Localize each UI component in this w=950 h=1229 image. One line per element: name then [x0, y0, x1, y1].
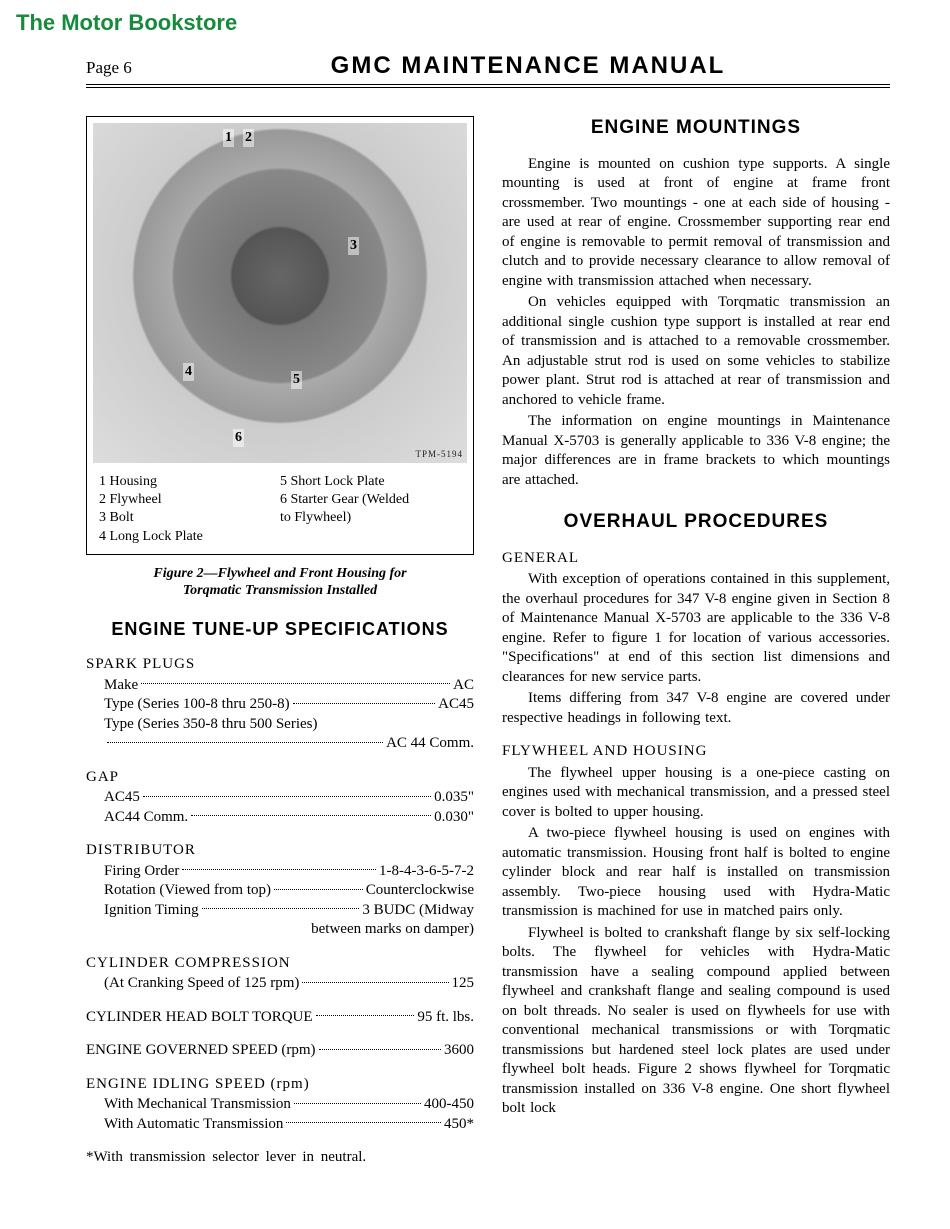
engine-mountings-heading: ENGINE MOUNTINGS: [502, 116, 890, 141]
spec-group: DISTRIBUTORFiring Order1-8-4-3-6-5-7-2Ro…: [86, 841, 474, 940]
figure-caption: Figure 2—Flywheel and Front Housing for …: [86, 565, 474, 600]
paragraph: With exception of operations contained i…: [502, 570, 890, 687]
spec-line: AC44 Comm.0.030": [86, 808, 474, 828]
legend-item: 6 Starter Gear (Welded: [280, 491, 461, 509]
legend-item: 5 Short Lock Plate: [280, 473, 461, 491]
paragraph: Flywheel is bolted to crankshaft flange …: [502, 924, 890, 1119]
paragraph: Engine is mounted on cushion type suppor…: [502, 155, 890, 292]
callout-1: 1: [223, 129, 234, 147]
callout-2: 2: [243, 129, 254, 147]
figure-2-box: TPM-5194 12 3 4 5 6 1 Housing2 Flywheel3 Bol…: [86, 116, 474, 555]
legend-item: 4 Long Lock Plate: [99, 528, 280, 546]
legend-item: 1 Housing: [99, 473, 280, 491]
callout-5: 5: [291, 371, 302, 389]
flywheel-image: TPM-5194 12 3 4 5 6: [93, 123, 467, 463]
spec-line: AC450.035": [86, 788, 474, 808]
figure-code: TPM-5194: [415, 449, 463, 461]
paragraph: The flywheel upper housing is a one-piec…: [502, 764, 890, 823]
paragraph: The information on engine mountings in M…: [502, 412, 890, 490]
specs-footnote: *With transmission selector lever in neu…: [86, 1148, 474, 1168]
spec-group: CYLINDER COMPRESSION(At Cranking Speed o…: [86, 954, 474, 994]
spec-group: ENGINE GOVERNED SPEED (rpm)3600: [86, 1041, 474, 1061]
flywheel-subhead: FLYWHEEL AND HOUSING: [502, 742, 890, 762]
spec-line: Rotation (Viewed from top)Counterclockwi…: [86, 881, 474, 901]
spec-line: Type (Series 100-8 thru 250-8)AC45: [86, 695, 474, 715]
spec-subline: between marks on damper): [86, 920, 474, 940]
spec-line: (At Cranking Speed of 125 rpm)125: [86, 974, 474, 994]
spec-head: DISTRIBUTOR: [86, 841, 474, 861]
spec-line: CYLINDER HEAD BOLT TORQUE95 ft. lbs.: [86, 1008, 474, 1028]
page-header: Page 6 GMC MAINTENANCE MANUAL: [86, 52, 890, 88]
spec-head: ENGINE IDLING SPEED (rpm): [86, 1075, 474, 1095]
spec-head: CYLINDER COMPRESSION: [86, 954, 474, 974]
callout-4: 4: [183, 363, 194, 381]
legend-item: to Flywheel): [280, 509, 461, 527]
callout-3: 3: [348, 237, 359, 255]
spec-line: MakeAC: [86, 676, 474, 696]
figure-legend: 1 Housing2 Flywheel3 Bolt4 Long Lock Pla…: [93, 469, 467, 548]
spec-head: SPARK PLUGS: [86, 655, 474, 675]
spec-group: ENGINE IDLING SPEED (rpm)With Mechanical…: [86, 1075, 474, 1135]
page: Page 6 GMC MAINTENANCE MANUAL TPM-5194 1…: [0, 36, 950, 1208]
spec-line: Firing Order1-8-4-3-6-5-7-2: [86, 862, 474, 882]
legend-item: 3 Bolt: [99, 509, 280, 527]
spec-line: ENGINE GOVERNED SPEED (rpm)3600: [86, 1041, 474, 1061]
spec-line: Type (Series 350-8 thru 500 Series): [86, 715, 474, 735]
spec-line: AC 44 Comm.: [86, 734, 474, 754]
manual-title: GMC MAINTENANCE MANUAL: [166, 52, 890, 80]
spec-line: With Mechanical Transmission400-450: [86, 1095, 474, 1115]
paragraph: On vehicles equipped with Torqmatic tran…: [502, 293, 890, 410]
callout-6: 6: [233, 429, 244, 447]
paragraph: Items differing from 347 V-8 engine are …: [502, 689, 890, 728]
left-column: TPM-5194 12 3 4 5 6 1 Housing2 Flywheel3 Bol…: [86, 116, 474, 1168]
specs-title: ENGINE TUNE-UP SPECIFICATIONS: [86, 618, 474, 641]
spec-group: CYLINDER HEAD BOLT TORQUE95 ft. lbs.: [86, 1008, 474, 1028]
right-column: ENGINE MOUNTINGS Engine is mounted on cu…: [502, 116, 890, 1168]
specs-body: SPARK PLUGSMakeACType (Series 100-8 thru…: [86, 655, 474, 1134]
watermark: The Motor Bookstore: [0, 0, 950, 36]
spec-line: Ignition Timing3 BUDC (Midway: [86, 901, 474, 921]
spec-group: GAPAC450.035"AC44 Comm.0.030": [86, 768, 474, 828]
general-subhead: GENERAL: [502, 549, 890, 569]
paragraph: A two-piece flywheel housing is used on …: [502, 824, 890, 922]
spec-head: GAP: [86, 768, 474, 788]
spec-line: With Automatic Transmission450*: [86, 1115, 474, 1135]
legend-item: 2 Flywheel: [99, 491, 280, 509]
spec-group: SPARK PLUGSMakeACType (Series 100-8 thru…: [86, 655, 474, 754]
overhaul-heading: OVERHAUL PROCEDURES: [502, 510, 890, 535]
